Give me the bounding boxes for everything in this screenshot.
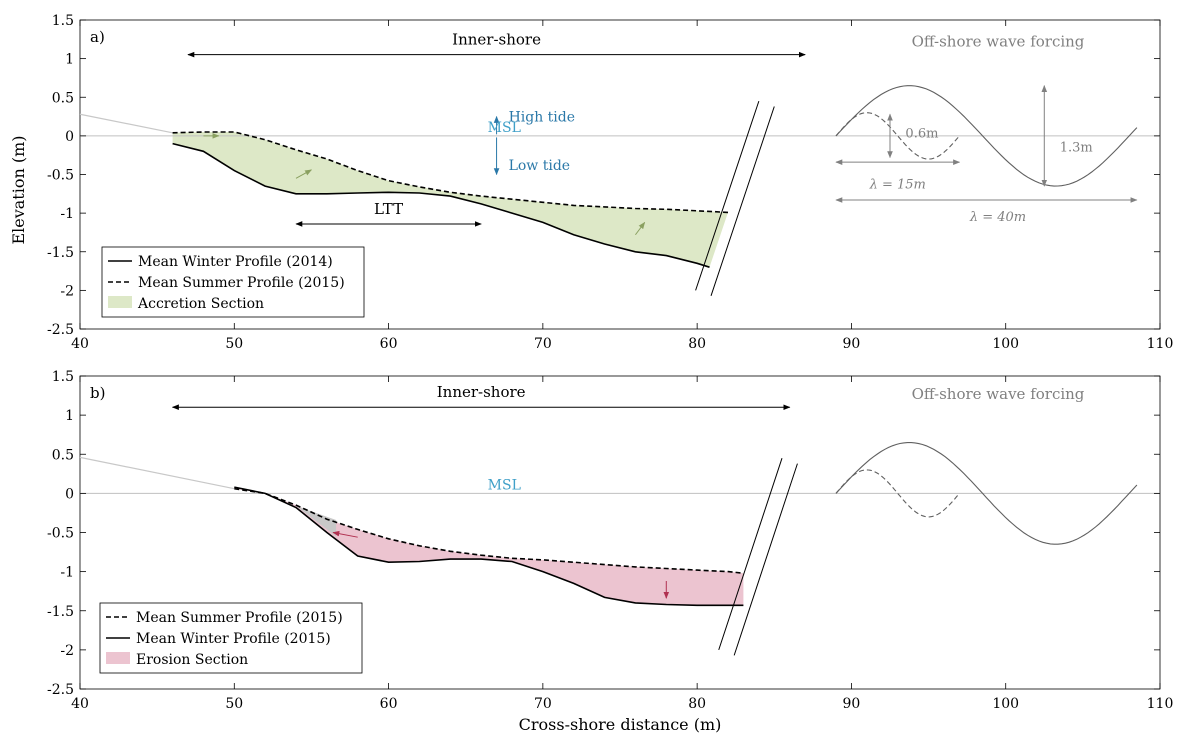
x-tick-label: 90 — [843, 696, 861, 712]
x-tick-label: 70 — [534, 336, 552, 352]
panel-b-label: b) — [90, 384, 105, 402]
legend-label: Mean Summer Profile (2015) — [136, 610, 343, 626]
legend-box — [99, 602, 363, 674]
y-tick-label: -2.5 — [47, 682, 74, 698]
erosion-area — [234, 487, 744, 606]
offshore-label: Off-shore wave forcing — [912, 385, 1085, 403]
axis-break-line — [718, 458, 783, 651]
y-tick-label: -2 — [60, 643, 74, 659]
y-tick-label: -1.5 — [47, 604, 74, 620]
erosion-arrow — [332, 530, 358, 538]
y-tick-label: 0 — [65, 486, 74, 502]
y-tick-label: 0.5 — [52, 447, 74, 463]
wave-small-path — [835, 112, 960, 160]
inner-shore-label: Inner-shore — [437, 383, 526, 401]
beach-slope-line — [79, 113, 173, 134]
panel-b-legend: Mean Summer Profile (2015) Mean Winter P… — [99, 602, 363, 674]
offshore-label: Off-shore wave forcing — [912, 33, 1085, 51]
gray-sliver — [296, 505, 337, 537]
y-tick-label: -1 — [60, 206, 74, 222]
x-tick-label: 70 — [534, 696, 552, 712]
legend-box — [101, 246, 365, 318]
x-tick-label: 60 — [380, 336, 398, 352]
msl-label: MSL — [488, 120, 521, 136]
y-tick-label: -2.5 — [47, 322, 74, 338]
high-tide-label: High tide — [509, 110, 575, 126]
legend-label: Accretion Section — [137, 296, 264, 312]
wavelength-large-label: λ = 40m — [969, 210, 1026, 225]
y-tick-label: -0.5 — [47, 526, 74, 542]
panel-a-legend: Mean Winter Profile (2014) Mean Summer P… — [101, 246, 365, 318]
accretion-area — [172, 132, 729, 268]
msl-label: MSL — [488, 477, 521, 493]
legend-label: Mean Summer Profile (2015) — [138, 275, 345, 291]
x-tick-label: 100 — [992, 336, 1019, 352]
y-tick-label: 0.5 — [52, 90, 74, 106]
panel-b-ticks: 40 50 60 70 80 90 100 110 -2.5 -2 -1.5 -1 -0.5 0 0.5 1 1… — [47, 369, 1173, 712]
x-axis-label: Cross-shore distance (m) — [519, 715, 722, 734]
x-tick-label: 90 — [843, 336, 861, 352]
legend-label: Mean Winter Profile (2014) — [138, 254, 333, 270]
x-tick-label: 80 — [688, 336, 706, 352]
legend-label: Erosion Section — [136, 652, 248, 668]
panel-a-series — [172, 131, 729, 268]
y-tick-label: -2 — [60, 283, 74, 299]
inner-shore-label: Inner-shore — [452, 31, 541, 49]
x-tick-label: 50 — [225, 336, 243, 352]
axis-break-line — [733, 463, 798, 656]
y-tick-label: 1.5 — [52, 13, 74, 29]
axis-break-line — [710, 106, 775, 296]
axis-break-line — [695, 100, 760, 291]
wave-small-path — [835, 469, 960, 518]
y-tick-label: -0.5 — [47, 168, 74, 184]
accretion-fill — [172, 132, 729, 268]
x-tick-label: 100 — [992, 696, 1019, 712]
summer-profile-line — [172, 131, 729, 214]
x-tick-label: 50 — [225, 696, 243, 712]
x-tick-label: 40 — [71, 336, 89, 352]
ltt-label: LTT — [374, 200, 403, 218]
wavelength-small-label: λ = 15m — [869, 177, 926, 192]
wave-small-height-label: 0.6m — [905, 126, 938, 141]
panel-a: 40 50 60 70 80 90 100 110 -2.5 -2 -1.5 -1 -0.5 0 0.5 1 1… — [47, 13, 1173, 352]
y-tick-label: -1 — [60, 565, 74, 581]
legend-label: Mean Winter Profile (2015) — [136, 631, 331, 647]
accretion-arrow — [295, 169, 313, 179]
y-tick-label: -1.5 — [47, 245, 74, 261]
erosion-fill — [234, 487, 744, 606]
x-tick-label: 40 — [71, 696, 89, 712]
winter-profile-line — [234, 486, 744, 607]
panel-a-annotations — [187, 51, 1138, 296]
x-tick-label: 60 — [380, 696, 398, 712]
panel-a-ticks: 40 50 60 70 80 90 100 110 -2.5 -2 -1.5 -1 -0.5 0 0.5 1 1… — [47, 13, 1173, 352]
x-tick-label: 110 — [1147, 696, 1174, 712]
y-tick-label: 1 — [65, 52, 74, 68]
accretion-arrow — [635, 221, 646, 236]
panel-b: 40 50 60 70 80 90 100 110 -2.5 -2 -1.5 -1 -0.5 0 0.5 1 1… — [47, 369, 1173, 712]
y-tick-label: 0 — [65, 129, 74, 145]
y-tick-label: 1 — [65, 408, 74, 424]
beach-slope-line — [79, 456, 235, 490]
legend-swatch-accretion — [108, 296, 132, 308]
wave-large-height-label: 1.3m — [1060, 140, 1093, 155]
panel-b-annotations — [171, 404, 1138, 656]
y-axis-label: Elevation (m) — [9, 135, 28, 244]
panel-b-series — [234, 486, 744, 607]
legend-swatch-erosion — [106, 652, 130, 664]
x-tick-label: 80 — [688, 696, 706, 712]
panel-a-msl — [79, 113, 1160, 137]
low-tide-label: Low tide — [509, 158, 571, 174]
wave-large-path — [835, 85, 1138, 187]
panel-a-label: a) — [90, 28, 105, 46]
summer-profile-line — [234, 487, 744, 574]
winter-profile-line — [172, 142, 710, 268]
wave-large-path — [835, 442, 1138, 545]
y-tick-label: 1.5 — [52, 369, 74, 385]
x-tick-label: 110 — [1147, 336, 1174, 352]
